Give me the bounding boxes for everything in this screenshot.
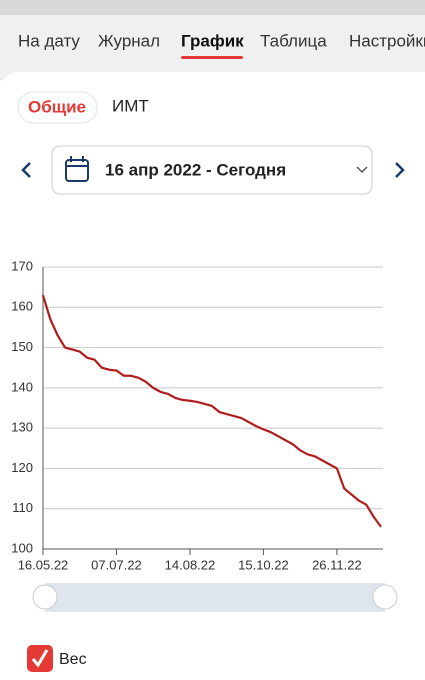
check-mark [31, 649, 49, 668]
filter[interactable]: ИМТ [112, 96, 149, 115]
date-range[interactable]: 16 апр 2022 - Сегодня [105, 160, 286, 179]
navigator-handle[interactable] [32, 584, 58, 610]
y-tick-label: 170 [11, 258, 33, 273]
tab-underline [181, 56, 243, 59]
x-tick-label: 16.05.22 [18, 557, 69, 572]
tab[interactable]: Журнал [98, 31, 160, 50]
y-tick-label: 150 [11, 339, 33, 354]
dropdown-chevron [356, 166, 368, 174]
y-tick-label: 140 [11, 379, 33, 394]
y-tick-label: 130 [11, 420, 33, 435]
navigator[interactable] [45, 583, 385, 612]
x-tick-label: 07.07.22 [91, 557, 142, 572]
next-arrow[interactable] [395, 162, 405, 178]
y-tick-label: 110 [12, 500, 33, 515]
y-tick-label: 160 [11, 299, 33, 314]
date-selector[interactable] [51, 145, 373, 195]
x-tick-label: 26.11.22 [312, 557, 362, 572]
prev-arrow[interactable] [21, 162, 31, 178]
filter[interactable]: Общие [28, 97, 86, 116]
tab[interactable]: Таблица [260, 31, 327, 50]
calendar-icon [65, 156, 89, 182]
x-tick-label: 14.08.22 [165, 557, 216, 572]
card [0, 72, 425, 680]
legend-label[interactable]: Вес [59, 651, 87, 668]
tab[interactable]: Настройки [349, 31, 425, 50]
filter-pill[interactable] [17, 91, 98, 124]
legend-checkbox[interactable] [27, 645, 53, 672]
tab[interactable]: На дату [18, 31, 80, 50]
tab-active[interactable]: График [181, 31, 244, 50]
y-tick-label: 100 [11, 540, 33, 555]
navigator-handle[interactable] [372, 584, 398, 610]
status-bar [0, 0, 425, 15]
chart: 100 110 120 130 140 150 160 170 16.05.22 07.07.22… [11, 258, 383, 572]
data-line [41, 294, 382, 528]
x-tick-label: 15.10.22 [238, 557, 289, 572]
y-tick-label: 120 [11, 460, 33, 475]
